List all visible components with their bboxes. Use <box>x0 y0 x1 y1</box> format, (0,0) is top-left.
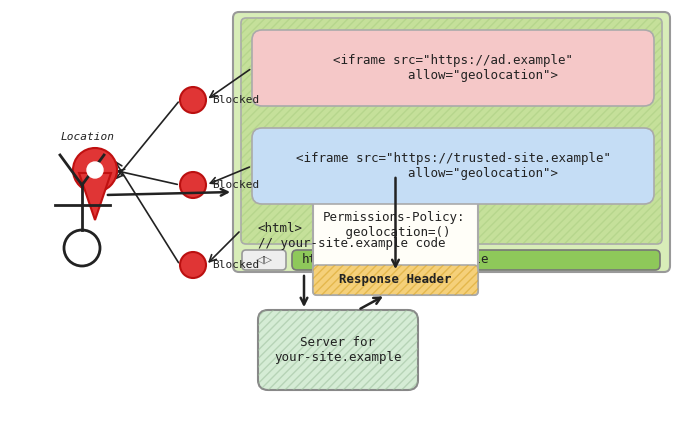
FancyBboxPatch shape <box>292 250 660 270</box>
FancyBboxPatch shape <box>313 265 478 295</box>
Circle shape <box>180 172 206 198</box>
Text: <iframe src="https://ad.example"
        allow="geolocation">: <iframe src="https://ad.example" allow="… <box>333 54 573 82</box>
FancyBboxPatch shape <box>252 30 654 106</box>
FancyBboxPatch shape <box>233 12 670 272</box>
FancyBboxPatch shape <box>242 250 286 270</box>
Text: Location: Location <box>61 132 115 142</box>
Text: Blocked: Blocked <box>212 95 259 105</box>
FancyBboxPatch shape <box>258 310 418 390</box>
Text: Permissions-Policy:
   geolocation=(): Permissions-Policy: geolocation=() <box>323 211 466 239</box>
Circle shape <box>73 148 117 192</box>
Text: <html>
// your-site.example code: <html> // your-site.example code <box>258 222 445 250</box>
Circle shape <box>180 87 206 113</box>
Text: Response Header: Response Header <box>339 274 451 287</box>
FancyBboxPatch shape <box>241 18 662 244</box>
Text: Blocked: Blocked <box>212 260 259 270</box>
Text: <iframe src="https://trusted-site.example"
        allow="geolocation">: <iframe src="https://trusted-site.exampl… <box>295 152 610 180</box>
Text: https://your-site.example: https://your-site.example <box>302 253 490 266</box>
Text: Blocked: Blocked <box>212 180 259 190</box>
FancyBboxPatch shape <box>252 128 654 204</box>
Polygon shape <box>79 173 111 220</box>
FancyBboxPatch shape <box>313 175 478 295</box>
Text: ◁▷: ◁▷ <box>256 255 273 265</box>
Circle shape <box>180 252 206 278</box>
Text: Server for
your-site.example: Server for your-site.example <box>274 336 402 364</box>
Circle shape <box>87 162 103 178</box>
